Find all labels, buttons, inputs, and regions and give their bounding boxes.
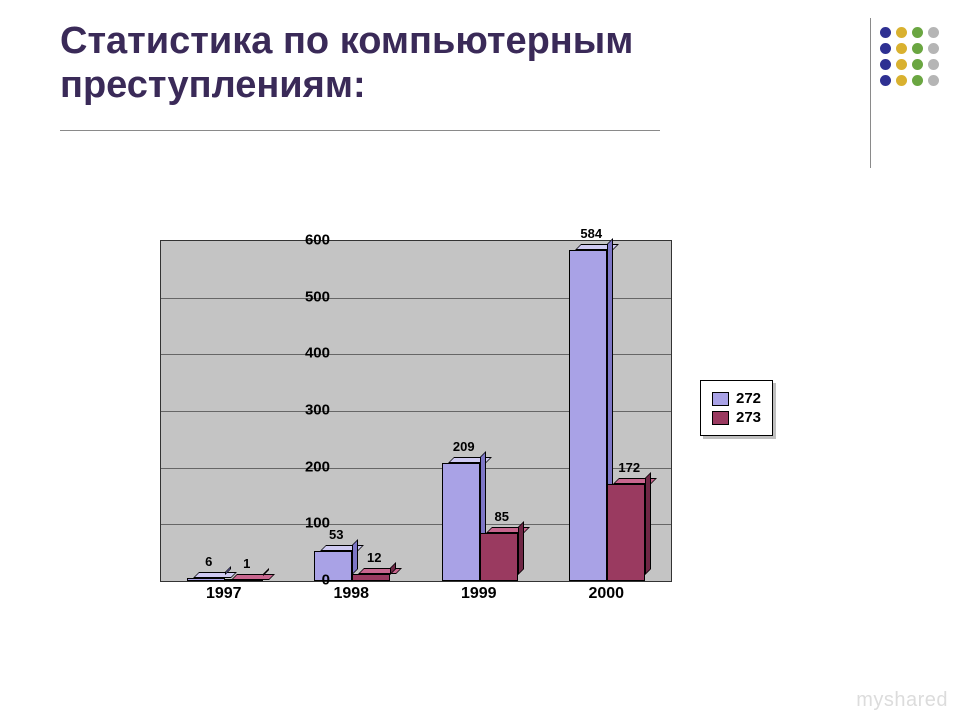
decor-dot-grid [880, 24, 944, 88]
decor-dot [928, 59, 939, 70]
chart-bar-value: 6 [205, 554, 212, 569]
decor-dot [912, 59, 923, 70]
chart-x-tick: 1997 [206, 585, 242, 603]
chart-bar-value: 1 [243, 556, 250, 571]
watermark: myshared [856, 689, 948, 712]
legend-label: 272 [736, 390, 761, 407]
chart-bar-value: 209 [453, 439, 475, 454]
chart-plot-area: 61531220985584172 [160, 240, 672, 582]
decor-dot [896, 75, 907, 86]
decor-dot [880, 75, 891, 86]
bar-chart: 61531220985584172 0100200300400500600 19… [90, 240, 850, 660]
decor-dot [928, 43, 939, 54]
chart-bar [480, 533, 518, 581]
slide: { "title": "Статистика по компьютерным п… [0, 0, 960, 720]
decor-dot [880, 43, 891, 54]
chart-y-tick: 100 [270, 515, 330, 532]
chart-bar [569, 250, 607, 581]
chart-y-tick: 600 [270, 232, 330, 249]
chart-bar [225, 580, 263, 581]
chart-x-tick: 1998 [333, 585, 369, 603]
decor-dot [928, 75, 939, 86]
decor-vertical-line [870, 18, 871, 168]
chart-bar-value: 12 [367, 550, 381, 565]
title-underline [60, 130, 660, 131]
chart-bar [352, 574, 390, 581]
decor-dot [880, 59, 891, 70]
chart-x-tick: 1999 [461, 585, 497, 603]
chart-bar [442, 463, 480, 581]
chart-bar [187, 578, 225, 581]
chart-x-tick: 2000 [588, 585, 624, 603]
decor-dot [880, 27, 891, 38]
legend-item: 272 [712, 390, 761, 407]
chart-bar [607, 484, 645, 581]
decor-dot [896, 59, 907, 70]
chart-y-tick: 300 [270, 402, 330, 419]
chart-y-tick: 0 [270, 572, 330, 589]
decor-dot [912, 75, 923, 86]
slide-title: Статистика по компьютерным преступлениям… [60, 20, 760, 107]
chart-y-tick: 400 [270, 345, 330, 362]
chart-legend: 272273 [700, 380, 773, 436]
legend-item: 273 [712, 409, 761, 426]
chart-bar-value: 172 [618, 460, 640, 475]
chart-bar-value: 53 [329, 527, 343, 542]
chart-y-tick: 200 [270, 458, 330, 475]
chart-bar-value: 85 [495, 509, 509, 524]
chart-bar-value: 584 [580, 226, 602, 241]
decor-dot [896, 43, 907, 54]
decor-dot [928, 27, 939, 38]
legend-label: 273 [736, 409, 761, 426]
decor-dot [912, 43, 923, 54]
decor-dot [896, 27, 907, 38]
chart-y-tick: 500 [270, 288, 330, 305]
decor-dot [912, 27, 923, 38]
